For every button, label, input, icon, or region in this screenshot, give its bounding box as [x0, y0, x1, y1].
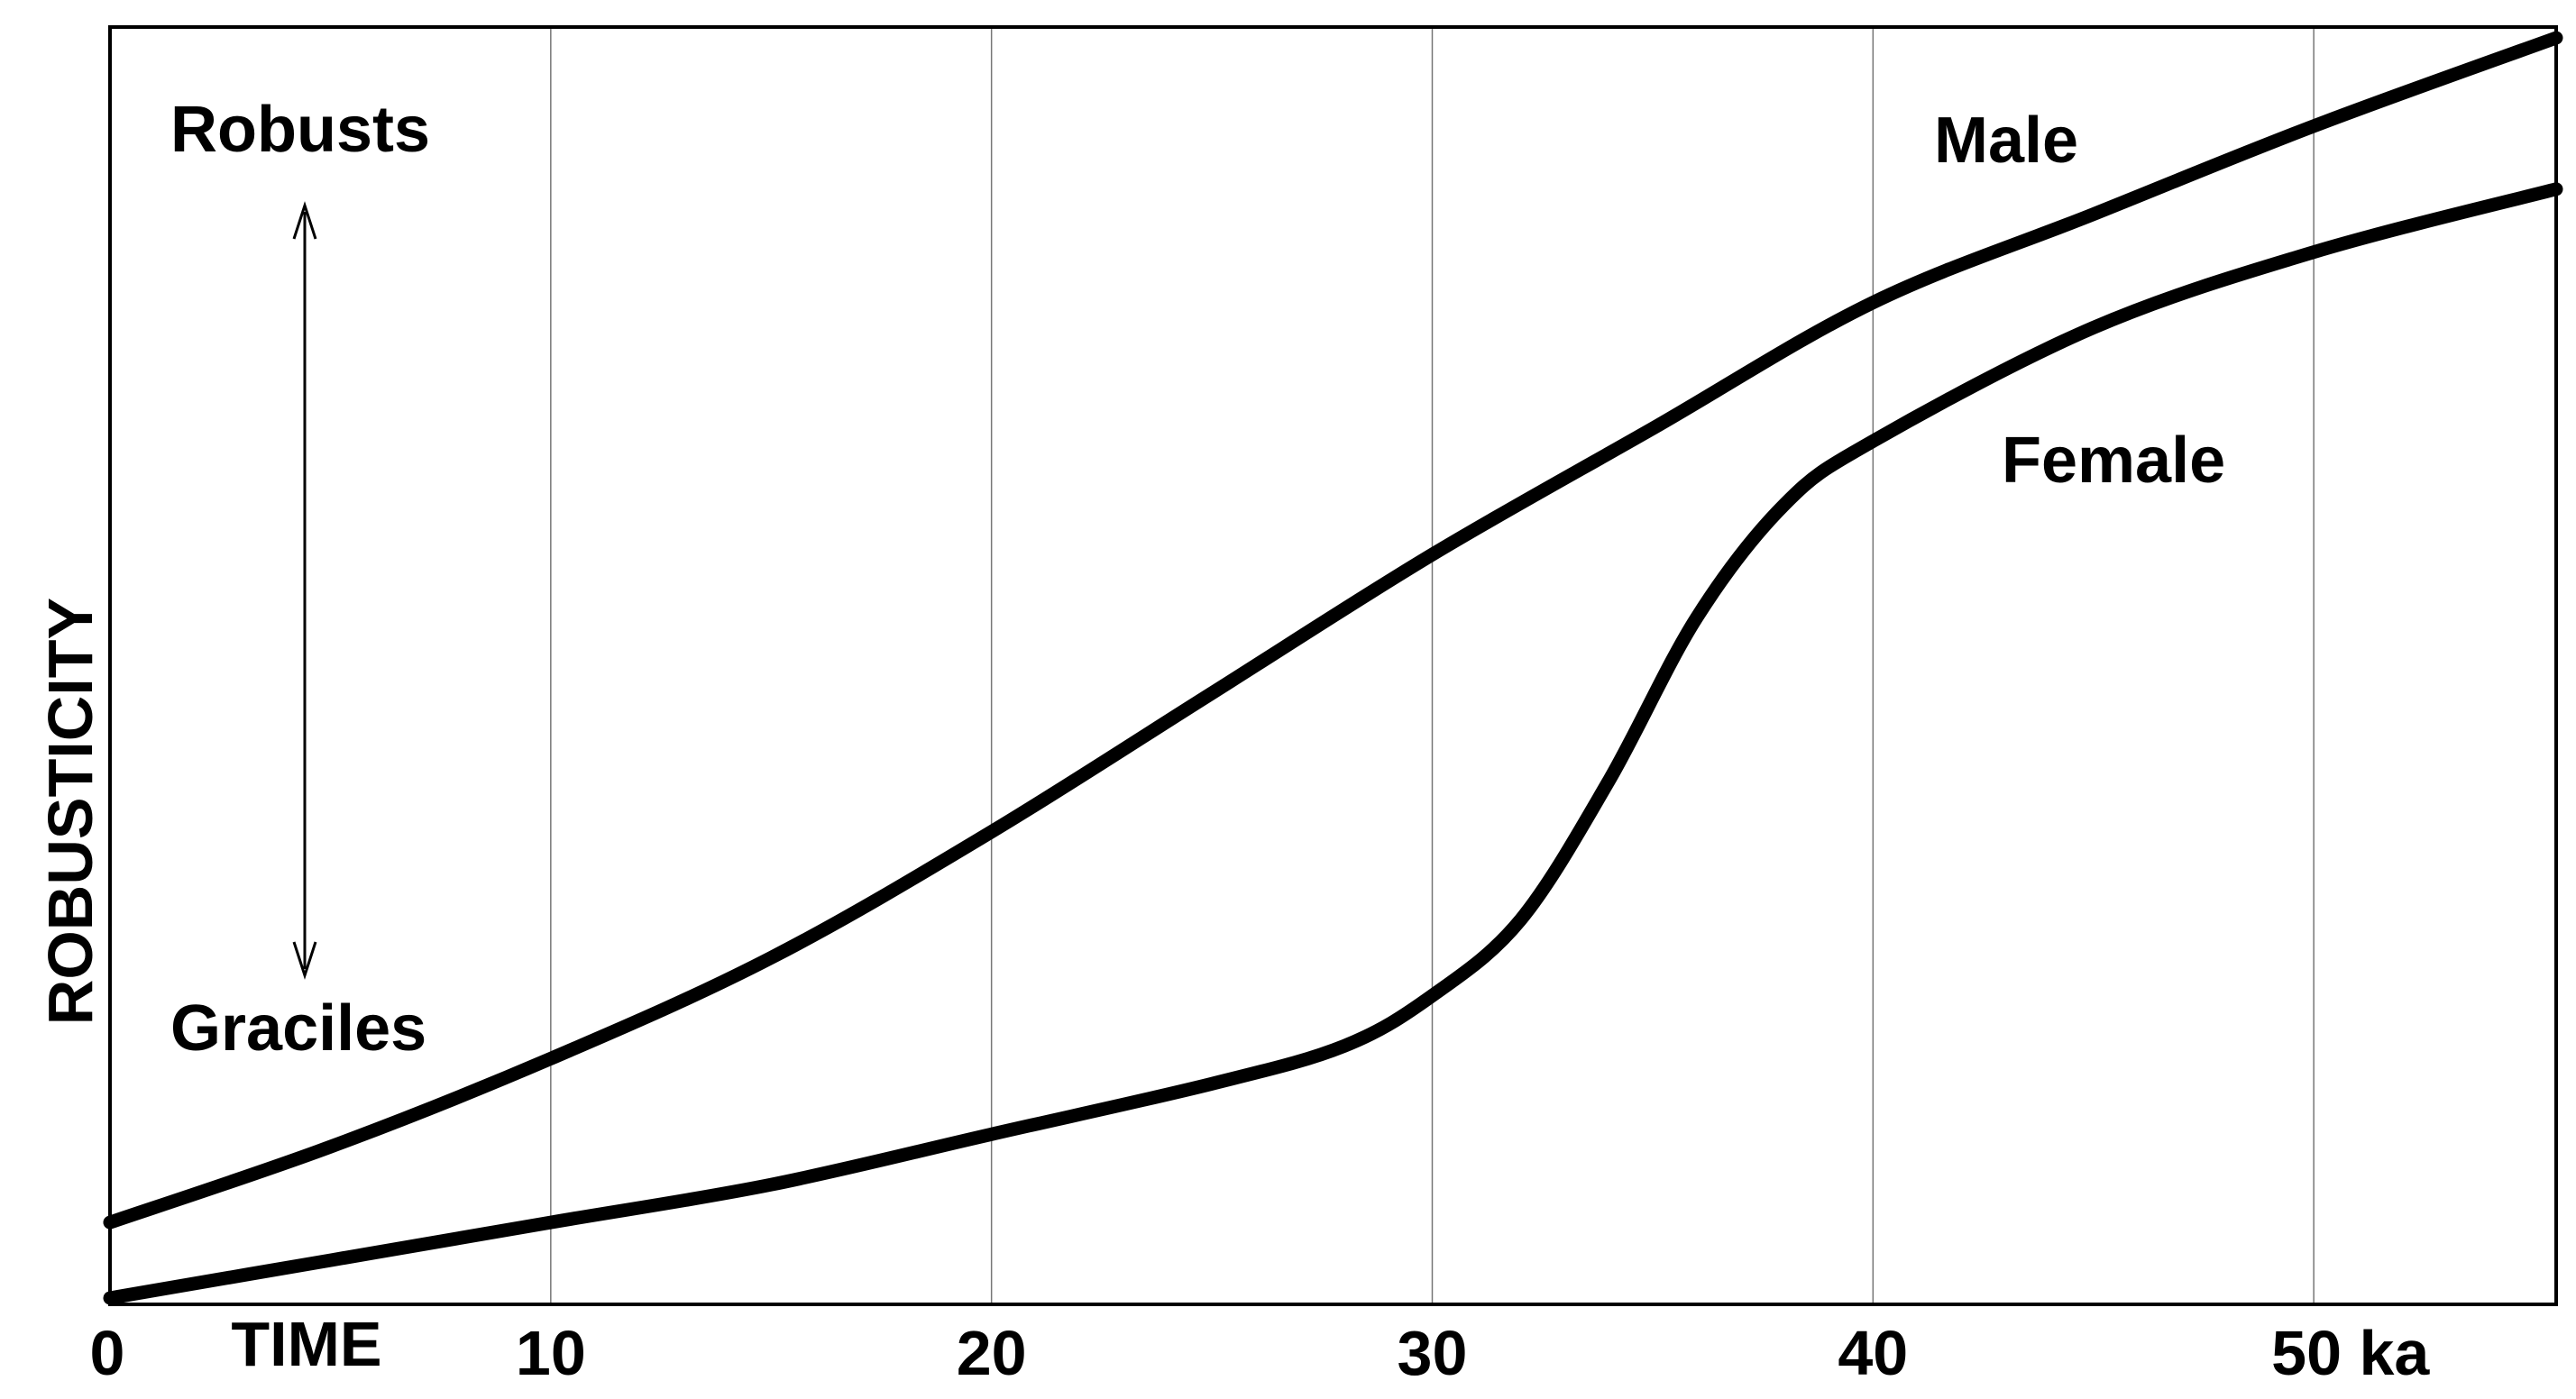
series-line-male	[103, 31, 2563, 1230]
series-label-male: Male	[1934, 105, 2078, 177]
series-lines	[103, 31, 2563, 1305]
x-tick-labels: 0 10 20 30 40 50 ka	[90, 1318, 2431, 1388]
plot-frame	[108, 25, 2558, 1306]
vertical-grid	[550, 27, 2315, 1304]
x-axis-title: TIME	[231, 1309, 381, 1379]
x-tick-label-20: 20	[957, 1318, 1027, 1388]
y-axis-title: ROBUSTICITY	[35, 598, 105, 1025]
series-label-female: Female	[2002, 425, 2225, 497]
scale-arrow-head-up	[292, 201, 317, 240]
x-tick-label-30: 30	[1398, 1318, 1468, 1388]
scale-arrow	[292, 201, 317, 980]
series-line-female	[103, 182, 2563, 1305]
x-tick-label-40: 40	[1838, 1318, 1908, 1388]
x-tick-label-10: 10	[516, 1318, 586, 1388]
x-tick-label-0: 0	[90, 1318, 125, 1388]
scale-arrow-head-down	[292, 941, 317, 980]
graciles-label: Graciles	[170, 992, 426, 1065]
robusts-label: Robusts	[170, 94, 430, 166]
x-tick-label-50: 50 ka	[2271, 1318, 2430, 1388]
